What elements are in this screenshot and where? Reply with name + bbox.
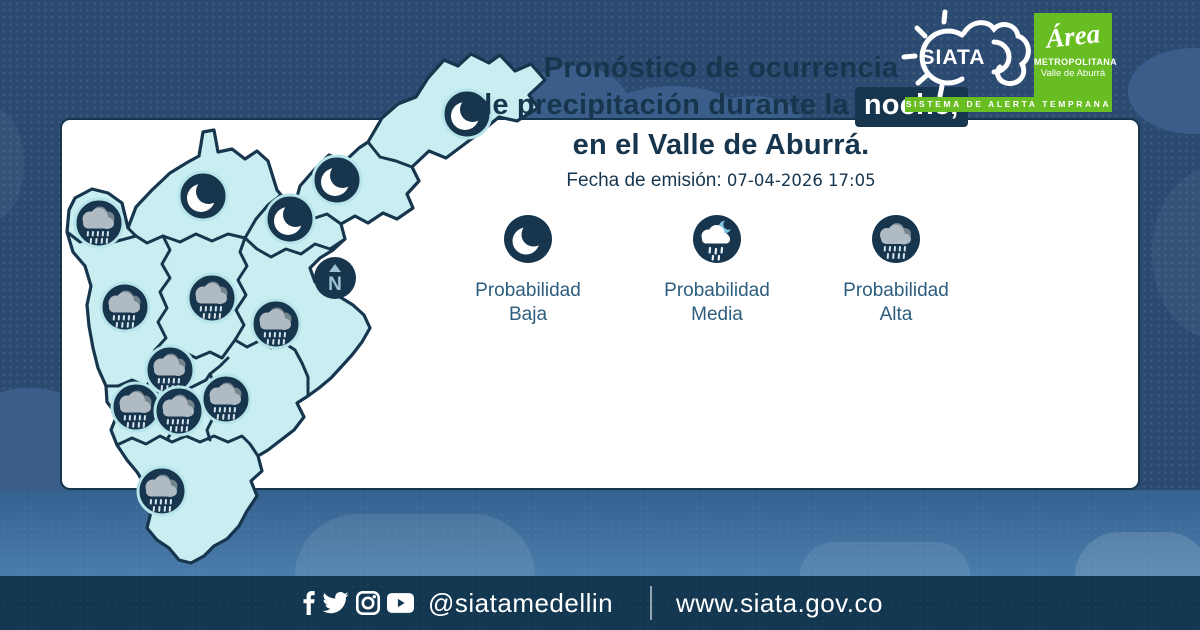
siata-logo: SIATA xyxy=(901,9,1031,98)
north-indicator: N xyxy=(313,256,357,300)
background-cloud xyxy=(1152,168,1200,338)
title-line2: de precipitación durante lanoche, xyxy=(438,87,1004,127)
social-handle[interactable]: @siatamedellin xyxy=(428,588,614,618)
legend-label: Probabilidad xyxy=(843,280,949,301)
metropolitana-text: METROPOLITANA xyxy=(1034,57,1118,67)
siata-cloud-icon xyxy=(961,20,1031,87)
rain-forecast-icon xyxy=(200,373,252,425)
siata-sun-icon xyxy=(919,28,965,86)
legend-label: Probabilidad xyxy=(664,280,770,301)
website-link[interactable]: www.siata.gov.co xyxy=(676,588,883,618)
footer-bar: @siatamedellin www.siata.gov.co xyxy=(0,576,1200,630)
legend-label: Probabilidad xyxy=(475,280,581,301)
moon-forecast-icon xyxy=(177,170,229,222)
page-title: Pronóstico de ocurrencia de precipitació… xyxy=(438,50,1004,164)
rain-forecast-icon xyxy=(99,281,151,333)
tagline-bar: SISTEMA DE ALERTA TEMPRANA xyxy=(905,97,1112,112)
rain-forecast-icon xyxy=(110,381,162,433)
twitter-icon[interactable] xyxy=(322,592,349,614)
legend-item-baja: Probabilidad Baja xyxy=(418,214,638,327)
rain-forecast-icon xyxy=(144,344,196,396)
band-cloud xyxy=(800,542,970,576)
legend-label: Alta xyxy=(879,304,913,325)
emission-datetime: 07-04-2026 17:05 xyxy=(726,171,876,190)
facebook-icon[interactable] xyxy=(302,590,315,616)
instagram-icon[interactable] xyxy=(356,591,380,615)
rain-forecast-icon xyxy=(250,298,302,350)
moon-icon xyxy=(504,215,552,263)
north-arrow-icon xyxy=(329,264,341,272)
footer-divider xyxy=(650,586,652,620)
rain-forecast-icon xyxy=(136,465,188,517)
emission-date-row: Fecha de emisión: 07-04-2026 17:05 xyxy=(438,170,1004,192)
north-label: N xyxy=(328,274,342,295)
siata-logo-text: SIATA xyxy=(921,46,986,69)
rain-forecast-icon xyxy=(153,385,205,437)
social-icons xyxy=(302,576,414,630)
title-line1: Pronóstico de ocurrencia xyxy=(543,52,899,84)
area-metropolitana-logo: Área METROPOLITANA Valle de Aburrá xyxy=(1034,13,1118,97)
background-cloud xyxy=(0,108,24,220)
emission-label: Fecha de emisión: xyxy=(566,170,722,191)
moon-forecast-icon xyxy=(441,88,493,140)
cloud-rain-icon xyxy=(872,215,920,263)
valle-de-aburra-text: Valle de Aburrá xyxy=(1040,68,1106,79)
cloud-rain-moon-icon xyxy=(693,215,741,263)
legend-item-media: Probabilidad Media xyxy=(607,214,827,327)
rain-forecast-icon xyxy=(186,272,238,324)
legend-label: Media xyxy=(691,304,743,325)
legend-label: Baja xyxy=(508,304,548,325)
rain-forecast-icon xyxy=(73,197,125,249)
background-cloud xyxy=(1128,48,1200,134)
youtube-icon[interactable] xyxy=(387,593,414,613)
legend-item-alta: Probabilidad Alta xyxy=(786,214,1006,327)
area-script-text: Área xyxy=(1044,18,1102,54)
band-cloud xyxy=(295,514,535,576)
moon-forecast-icon xyxy=(311,154,363,206)
title-line3: en el Valle de Aburrá. xyxy=(572,129,870,161)
band-cloud xyxy=(1075,532,1200,576)
moon-forecast-icon xyxy=(264,193,316,245)
